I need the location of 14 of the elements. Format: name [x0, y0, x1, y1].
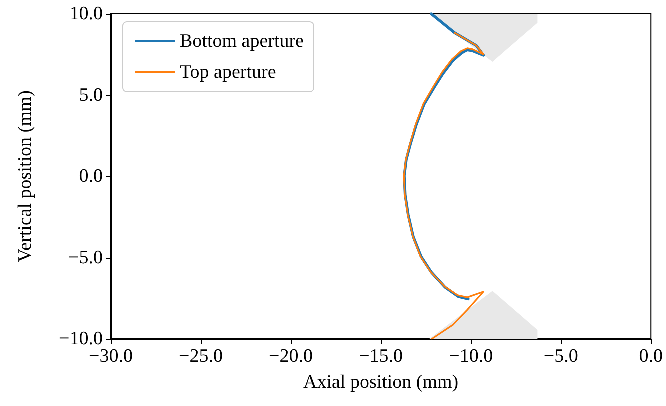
y-tick-label: 5.0 [79, 84, 103, 106]
x-tick-label: −5.0 [544, 346, 578, 367]
x-tick-label: −25.0 [179, 346, 224, 367]
x-tick-label: −15.0 [359, 346, 404, 367]
y-tick-label: 10.0 [70, 4, 103, 24]
legend-label: Top aperture [180, 62, 276, 83]
x-tick-label: −20.0 [269, 346, 314, 367]
y-tick-label: 0.0 [79, 166, 103, 187]
legend-label: Bottom aperture [180, 31, 304, 52]
x-axis-title: Axial position (mm) [303, 372, 459, 393]
x-tick-label: 0.0 [639, 346, 663, 367]
y-tick-label: −5.0 [68, 247, 103, 268]
x-tick-label: −10.0 [449, 346, 494, 367]
y-axis-title: Vertical position (mm) [15, 90, 36, 263]
